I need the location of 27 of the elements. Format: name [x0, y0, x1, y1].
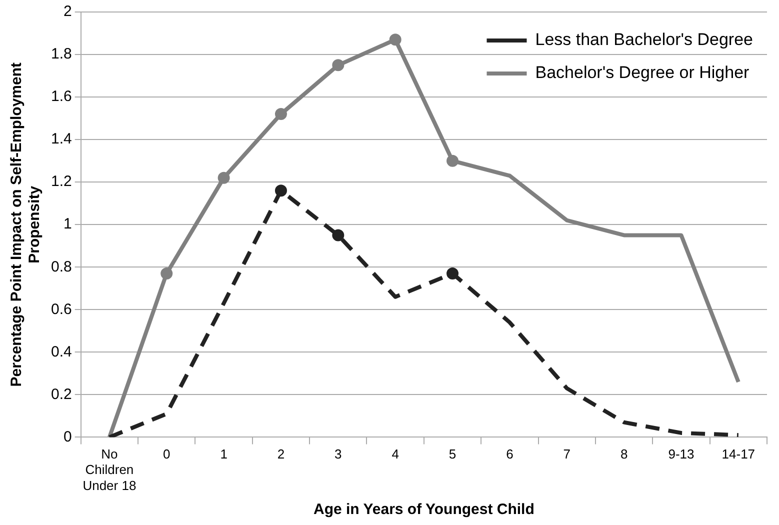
y-tick-label: 0.2: [50, 386, 72, 403]
x-tick-label: 8: [620, 446, 628, 462]
y-axis-title: Percentage Point Impact on Self-Employment Propensity: [8, 62, 44, 387]
y-tick-label: 0: [64, 428, 72, 446]
y-tick-label: 1.2: [50, 173, 72, 190]
x-tick-label: 4: [392, 446, 399, 462]
x-tick-label: 14-17: [722, 446, 756, 462]
y-tick-label: 1: [64, 216, 72, 233]
x-tick-label: 2: [277, 446, 285, 462]
y-tick-label: 1.4: [50, 130, 72, 148]
y-tick-label: 2: [64, 3, 72, 20]
x-tick-label: No Children Under 18: [82, 446, 136, 493]
x-tick-label: 1: [220, 446, 228, 462]
x-tick-label: 3: [334, 446, 342, 462]
y-tick-label: 0.4: [50, 343, 72, 360]
x-tick-label: 7: [563, 446, 570, 462]
legend-label: Less than Bachelor's Degree: [535, 30, 754, 50]
y-tick-label: 1.8: [50, 46, 72, 63]
x-tick-label: 5: [448, 446, 456, 462]
x-axis-title: Age in Years of Youngest Child: [313, 501, 534, 518]
x-tick-label: 6: [506, 446, 514, 462]
y-tick-label: 0.8: [50, 258, 72, 276]
y-tick-label: 0.6: [50, 300, 72, 318]
legend-label: Bachelor's Degree or Higher: [535, 63, 750, 82]
x-tick-label: 0: [163, 446, 170, 462]
x-tick-label: 9-13: [668, 446, 694, 462]
y-tick-label: 1.6: [50, 88, 72, 106]
